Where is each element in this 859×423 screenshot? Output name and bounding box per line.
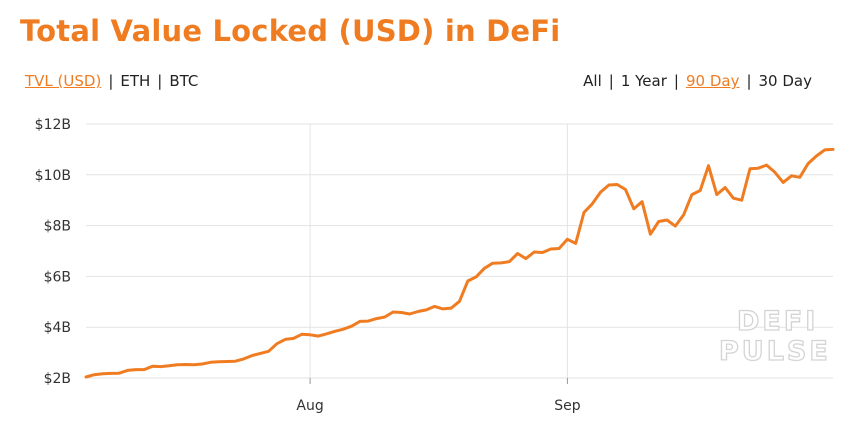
chart-title: Total Value Locked (USD) in DeFi [20,14,561,48]
watermark: DEFI PULSE [718,305,831,367]
range-option-30-day[interactable]: 30 Day [758,72,812,90]
x-tick-label: Sep [554,398,581,414]
y-tick-label: $8B [44,219,71,235]
separator: | [746,72,752,90]
currency-toggle: TVL (USD) | ETH | BTC [25,72,198,90]
separator: | [608,72,614,90]
range-option-1-year[interactable]: 1 Year [620,72,667,90]
watermark-line2: PULSE [719,336,831,367]
x-tick-label: Aug [296,398,323,414]
y-tick-label: $6B [44,269,71,285]
range-option-all[interactable]: All [583,72,602,90]
watermark-line1: DEFI [737,306,818,337]
currency-option-tvl-usd[interactable]: TVL (USD) [25,72,102,90]
separator: | [673,72,679,90]
range-option-90-day[interactable]: 90 Day [685,72,740,90]
currency-option-btc[interactable]: BTC [169,72,199,90]
separator: | [157,72,163,90]
y-tick-label: $10B [35,168,71,184]
axes: $2B $4B $6B $8B $10B $12B Aug Sep [35,117,581,414]
y-tick-label: $12B [35,117,71,133]
series-line [84,147,835,379]
separator: | [108,72,114,90]
y-tick-label: $4B [44,320,71,336]
currency-option-eth[interactable]: ETH [120,72,151,90]
range-toggle: All | 1 Year | 90 Day | 30 Day [583,72,812,90]
series [84,147,835,379]
y-tick-label: $2B [44,371,71,387]
